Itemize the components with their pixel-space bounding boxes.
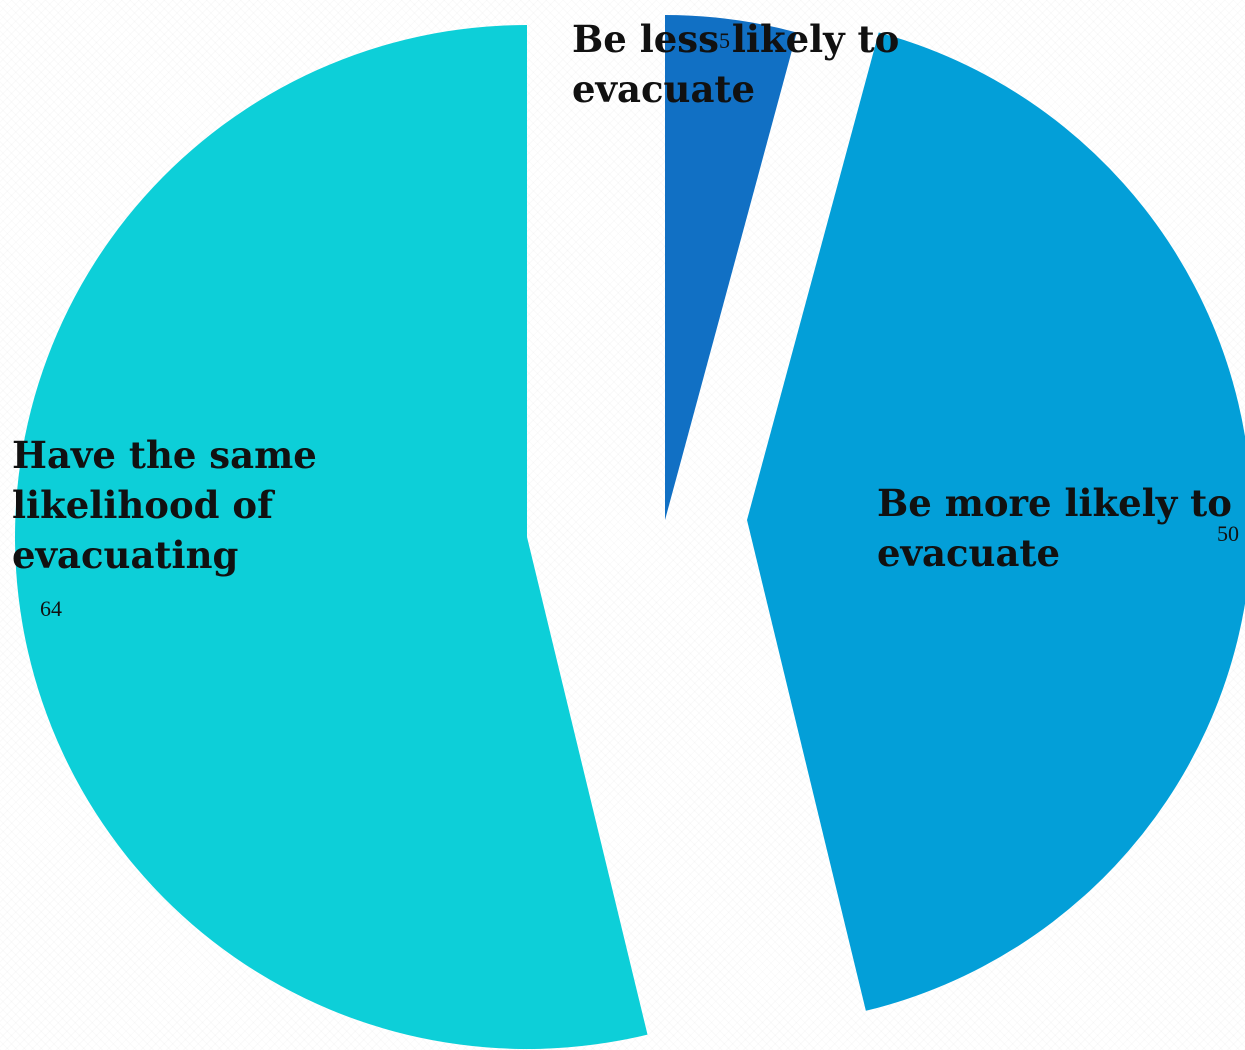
slice-less-likely: [665, 15, 797, 520]
pie-slices: [14, 15, 1245, 1049]
slice-more-likely: [747, 32, 1245, 1011]
slice-value-same-likelihood: 64: [40, 596, 62, 621]
slice-label-same-likelihood: Have the same likelihood of evacuating: [12, 433, 317, 577]
slice-same-likelihood: [14, 25, 648, 1049]
slice-value-less-likely: 5: [719, 28, 730, 53]
slice-label-less-likely: Be less likely to evacuate: [572, 17, 900, 111]
slice-value-more-likely: 50: [1217, 521, 1239, 546]
slice-label-more-likely: Be more likely to evacuate: [877, 481, 1232, 575]
